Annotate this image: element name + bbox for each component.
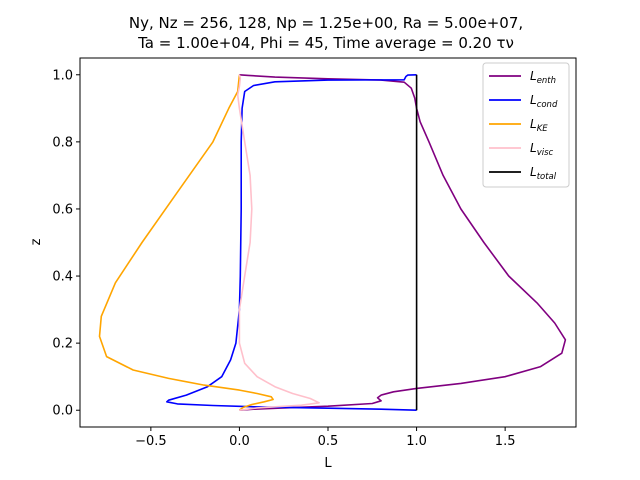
chart-title: Ny, Nz = 256, 128, Np = 1.25e+00, Ra = 5… bbox=[129, 14, 523, 32]
legend-label-subscript: cond bbox=[537, 100, 558, 110]
plot-area bbox=[79, 57, 577, 428]
series-line-enth bbox=[239, 74, 567, 411]
y-tick-label: 0.4 bbox=[52, 270, 73, 285]
legend-label-base: L bbox=[530, 117, 537, 131]
y-tick-label: 0.2 bbox=[52, 337, 73, 352]
chart-subtitle: Ta = 1.00e+04, Phi = 45, Time average = … bbox=[137, 34, 514, 52]
legend-label-base: L bbox=[530, 93, 537, 107]
legend-label-base: L bbox=[530, 69, 537, 83]
x-axis-label: L bbox=[324, 456, 332, 471]
legend-label-subscript: total bbox=[537, 172, 557, 182]
legend-label-base: L bbox=[530, 141, 537, 155]
legend-label-enth: Lenth bbox=[530, 69, 556, 86]
x-tick-label: 0.5 bbox=[318, 434, 339, 449]
y-axis-label: z bbox=[29, 238, 44, 245]
x-tick-label: 1.5 bbox=[495, 434, 516, 449]
series-line-ke bbox=[98, 74, 274, 411]
legend-label-cond: Lcond bbox=[530, 93, 558, 110]
y-tick-label: 0.6 bbox=[52, 202, 73, 217]
legend-label-base: L bbox=[530, 165, 537, 179]
y-tick-label: 0.0 bbox=[52, 404, 73, 419]
legend-label-subscript: KE bbox=[537, 124, 549, 134]
legend-label-subscript: enth bbox=[537, 76, 556, 86]
x-tick-label: 0.0 bbox=[229, 434, 250, 449]
series-line-cond bbox=[166, 74, 417, 411]
y-axis-ticks: 0.0 0.2 0.4 0.6 0.8 1.0 bbox=[52, 68, 80, 419]
series-layer bbox=[98, 74, 567, 411]
x-tick-label: 1.0 bbox=[406, 434, 427, 449]
y-tick-label: 1.0 bbox=[52, 68, 73, 83]
x-axis-ticks: −0.5 0.0 0.5 1.0 1.5 bbox=[135, 427, 515, 449]
legend-label-total: Ltotal bbox=[530, 165, 557, 182]
x-tick-label: −0.5 bbox=[135, 434, 167, 449]
series-line-visc bbox=[236, 74, 320, 411]
legend-label-subscript: visc bbox=[537, 148, 554, 158]
legend-label-ke: LKE bbox=[530, 117, 548, 134]
legend-label-visc: Lvisc bbox=[530, 141, 554, 158]
legend-box bbox=[482, 62, 570, 188]
y-tick-label: 0.8 bbox=[52, 135, 73, 150]
